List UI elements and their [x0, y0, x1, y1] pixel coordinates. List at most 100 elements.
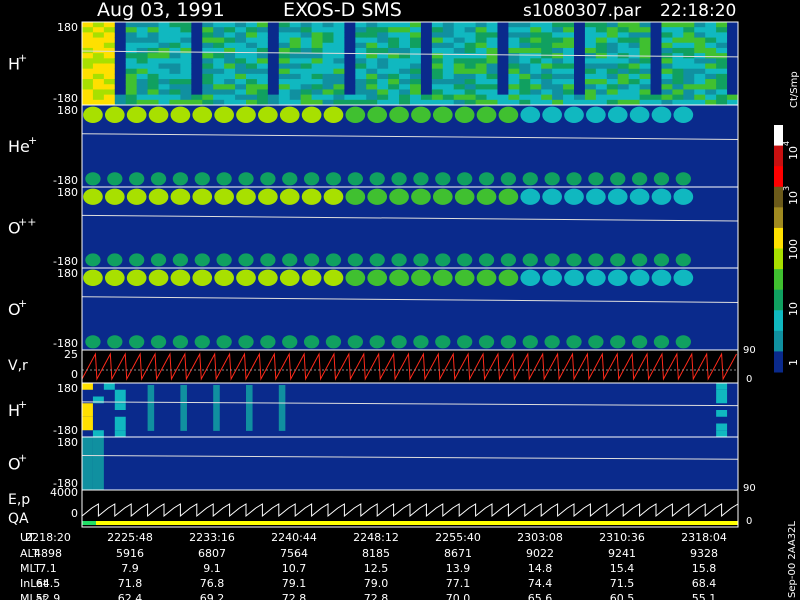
heatmap-cell	[694, 53, 706, 59]
heatmap-cell	[574, 32, 586, 39]
heatmap-blob-bottom	[194, 253, 210, 267]
heatmap-cell	[497, 63, 509, 70]
heatmap-cell	[541, 58, 553, 64]
heatmap-cell	[256, 99, 269, 106]
heatmap-cell	[727, 42, 739, 49]
heatmap-cell	[278, 79, 291, 85]
heatmap-cell	[453, 79, 466, 85]
colorbar-tick-1e3-exp: 3	[782, 186, 791, 191]
heatmap-cell	[300, 89, 313, 96]
header-time: 22:18:20	[660, 1, 736, 21]
heatmap-cell	[563, 73, 575, 80]
heatmap-cell	[705, 53, 717, 59]
heatmap-cell	[92, 27, 105, 33]
heatmap-cell	[442, 47, 455, 54]
heatmap-cell	[158, 32, 170, 39]
heatmap-cell	[125, 47, 138, 54]
heatmap-cell	[388, 84, 400, 90]
heatmap-cell	[595, 27, 608, 33]
heatmap-cell	[169, 22, 181, 28]
heatmap-cell	[366, 37, 378, 44]
heatmap-cell	[300, 32, 313, 39]
heatmap-cell	[563, 47, 575, 54]
ymax-label-6: 180	[57, 436, 78, 449]
heatmap-cell	[694, 47, 706, 54]
heatmap-cell	[235, 47, 247, 54]
heatmap-cell	[114, 79, 127, 85]
heatmap-cell	[453, 53, 466, 59]
heatmap-cell	[595, 58, 608, 64]
heatmap-blob-bottom	[369, 172, 385, 186]
heatmap-cell	[486, 73, 498, 80]
heatmap-cell	[180, 32, 192, 39]
heatmap-cell	[694, 42, 706, 49]
charge-label-3: +	[18, 297, 27, 310]
heatmap-cell	[158, 37, 170, 44]
heatmap-cell	[442, 99, 455, 106]
heatmap-cell	[399, 94, 411, 101]
heatmap-cell	[235, 53, 247, 59]
heatmap-cell	[103, 37, 116, 44]
heatmap-cell	[267, 42, 280, 49]
heatmap-cell	[344, 73, 356, 80]
heatmap-cell	[125, 63, 138, 70]
heatmap-cell	[377, 22, 389, 28]
ymin-label-6: -180	[53, 477, 78, 490]
heatmap-cell	[267, 89, 280, 96]
heatmap-cell	[388, 99, 400, 106]
heatmap-blob-bottom	[588, 335, 604, 349]
heatmap-blob-top	[651, 188, 672, 205]
heatmap-cell	[366, 94, 378, 101]
qa-flag-bar	[82, 521, 738, 525]
heatmap-blob-top	[279, 269, 300, 287]
footer-cell: 8671	[444, 547, 472, 560]
heatmap-cell	[442, 53, 455, 59]
heatmap-cell	[366, 22, 378, 28]
heatmap-blob-top	[673, 188, 694, 205]
heatmap-cell	[213, 63, 225, 70]
heatmap-cell	[202, 22, 214, 28]
heatmap-cell	[322, 94, 334, 101]
heatmap-cell	[584, 37, 597, 44]
heatmap-blob-top	[258, 269, 278, 287]
heatmap-cell	[103, 94, 116, 101]
heatmap-cell	[92, 94, 105, 101]
footer-cell: 64.5	[36, 577, 61, 590]
heatmap-cell	[639, 79, 652, 85]
heatmap-cell	[191, 63, 203, 70]
heatmap-cell	[191, 79, 203, 85]
heatmap-blob-top	[432, 188, 453, 205]
heatmap-cell	[224, 42, 236, 49]
heatmap-cell	[300, 73, 313, 80]
heatmap-cell	[366, 84, 378, 90]
heatmap-cell	[224, 89, 236, 96]
heatmap-cell	[497, 42, 509, 49]
heatmap-cell	[464, 27, 477, 33]
heatmap-blob-top	[542, 188, 562, 205]
heatmap-cell	[311, 94, 324, 101]
heatmap-cell	[366, 68, 378, 75]
heatmap-cell	[617, 27, 630, 33]
heatmap-cell	[683, 63, 695, 70]
heatmap-cell	[180, 58, 192, 64]
heatmap-blob-bottom	[238, 172, 254, 186]
heatmap-cell	[431, 58, 444, 64]
heatmap-blob-top	[476, 106, 497, 124]
heatmap-cell	[574, 94, 586, 101]
heatmap-cell	[103, 68, 116, 75]
footer-cell: 15.8	[692, 562, 717, 575]
footer-cell: 9241	[608, 547, 636, 560]
heatmap-cell	[453, 42, 466, 49]
heatmap-cell	[114, 73, 127, 80]
heatmap-cell	[574, 79, 586, 85]
heatmap-cell	[464, 79, 477, 85]
heatmap-cell	[650, 47, 662, 54]
heatmap-cell	[147, 68, 160, 75]
heatmap-cell	[442, 94, 455, 101]
heatmap-blob-top	[432, 269, 453, 287]
heatmap-cell	[213, 27, 225, 33]
heatmap-cell	[202, 42, 214, 49]
o-plus-right-tick: 90	[743, 483, 756, 494]
heatmap-blob-top	[564, 188, 584, 205]
heatmap-cell	[136, 89, 149, 96]
